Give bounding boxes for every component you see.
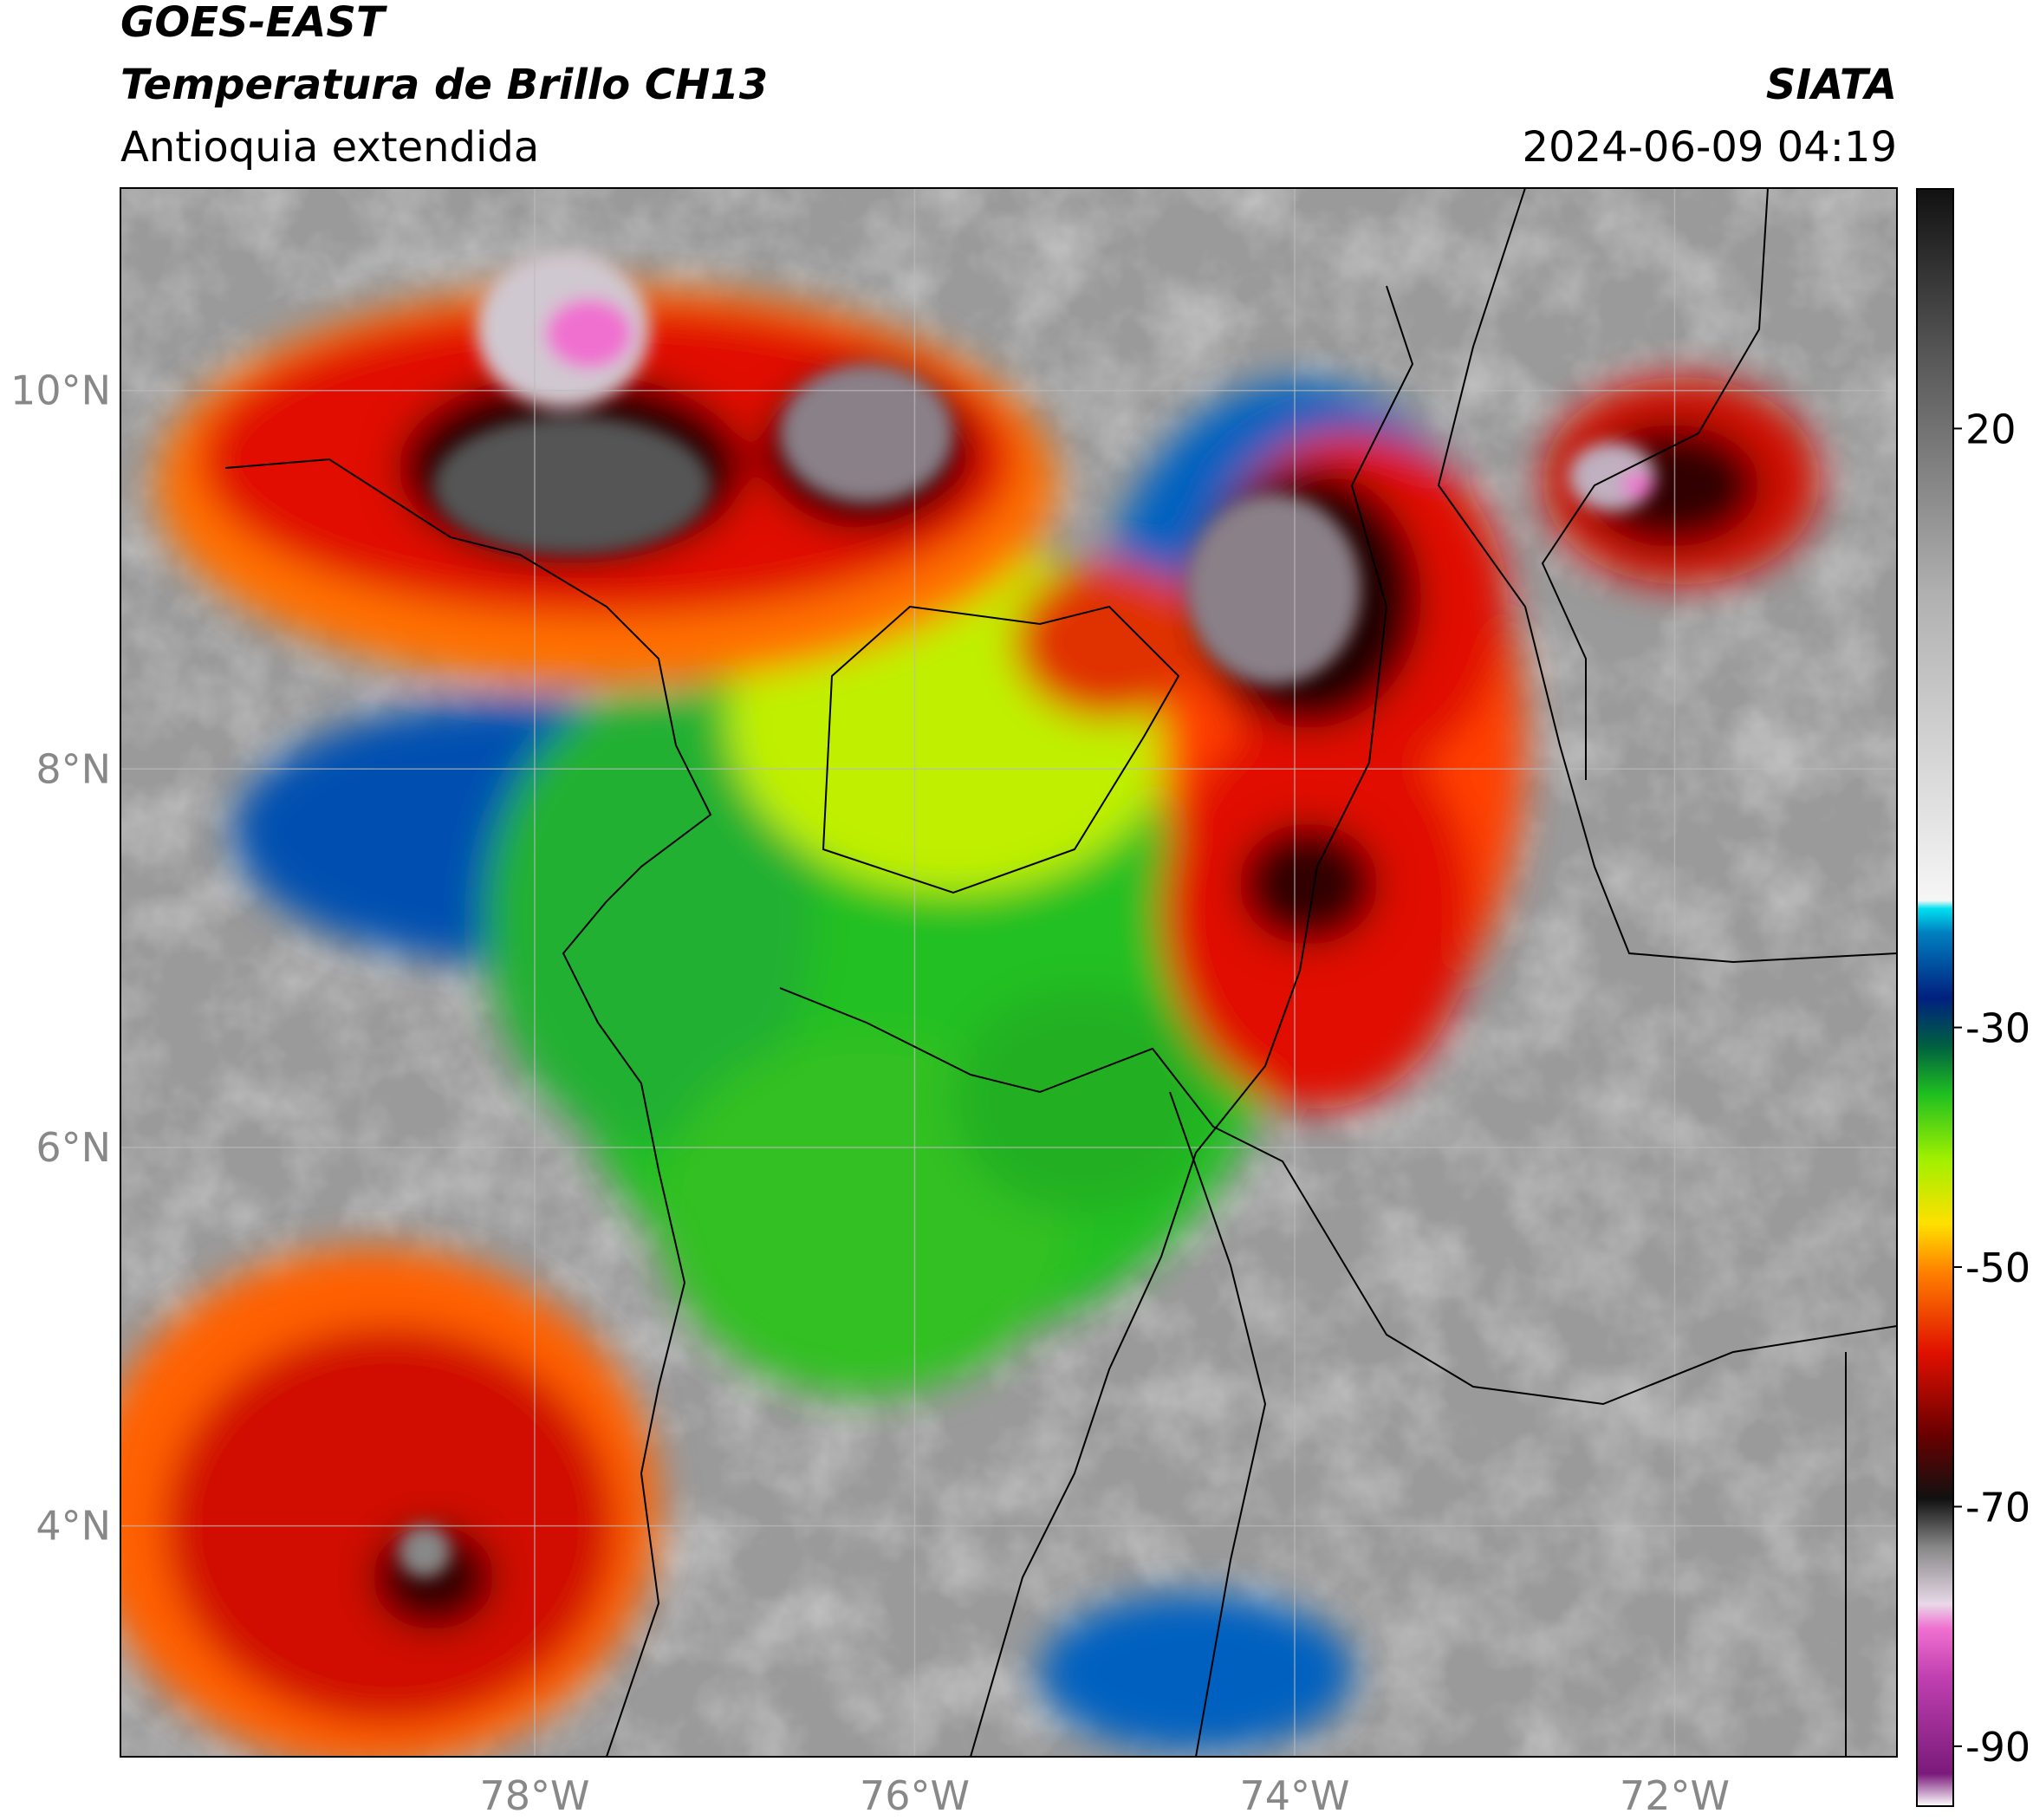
lon-tick-label: 72°W (1620, 1772, 1730, 1819)
title: GOES-EAST (120, 0, 387, 47)
map-frame (120, 187, 1898, 1758)
colorbar (1916, 188, 1954, 1807)
subtitle: Temperatura de Brillo CH13 (120, 61, 768, 109)
lon-tick-label: 74°W (1239, 1772, 1349, 1819)
colorbar-tick-label: -50 (1965, 1245, 2030, 1291)
source: SIATA (1766, 61, 1897, 109)
lat-tick-label: 6°N (36, 1124, 111, 1171)
satellite-image (120, 188, 1897, 1757)
region: Antioquia extendida (120, 123, 539, 172)
lat-tick-label: 10°N (10, 367, 111, 414)
colorbar-tick-label: -90 (1965, 1724, 2030, 1771)
colorbar-tick-label: -70 (1965, 1484, 2030, 1531)
colorbar-tick-label: -30 (1965, 1005, 2030, 1052)
lat-tick-label: 4°N (36, 1503, 111, 1550)
lon-tick-label: 76°W (860, 1772, 970, 1819)
colorbar-tick-label: 20 (1965, 406, 2017, 452)
datetime: 2024-06-09 04:19 (1522, 123, 1897, 172)
lat-tick-label: 8°N (36, 745, 111, 792)
lon-tick-label: 78°W (479, 1772, 589, 1819)
